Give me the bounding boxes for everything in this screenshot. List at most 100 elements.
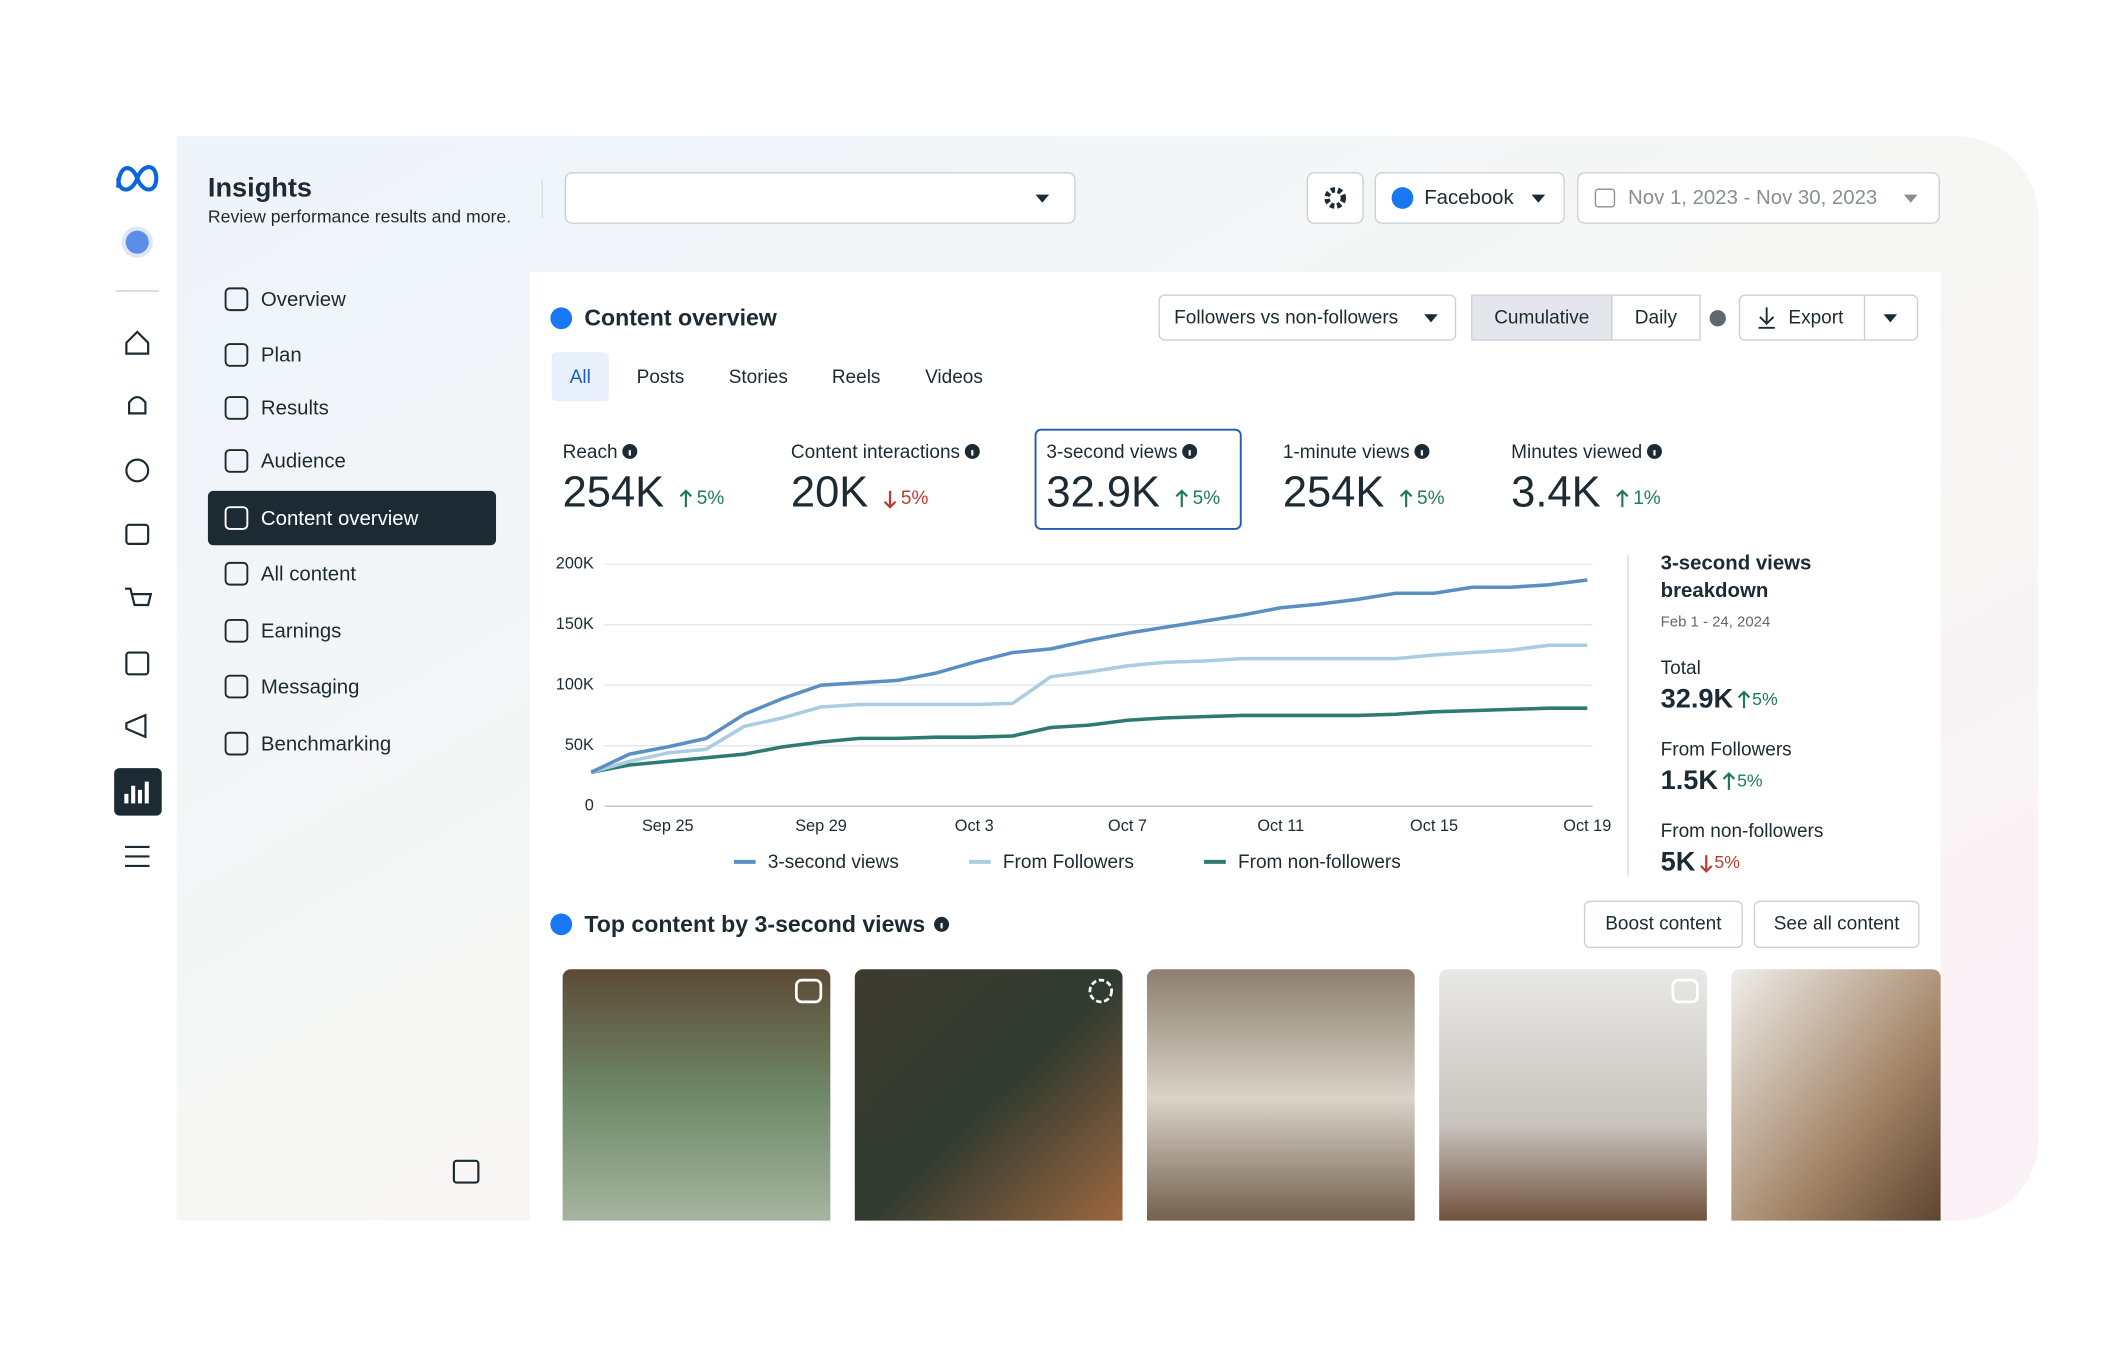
action-button[interactable] [1753,900,1920,949]
metric-change: 5% [1417,488,1445,509]
nav-item[interactable]: Overview [261,289,346,311]
trend-arrow [1722,771,1736,790]
breakdown-label: Total [1661,658,1701,679]
button-label: Boost content [1605,913,1722,934]
nav-icon [224,619,249,643]
y-tick-label: 50K [565,736,594,754]
menu-icon[interactable] [125,845,150,868]
y-tick-label: 100K [556,676,594,694]
nav-item[interactable]: Plan [261,345,302,367]
breakdown-title: 3-second views breakdown [1660,552,1812,603]
header: Insights Review performance results and … [208,171,1940,226]
y-tick-label: 0 [585,796,594,814]
tab[interactable]: Posts [637,367,685,388]
filter-dropdown[interactable] [1158,294,1457,341]
platform-button[interactable] [1374,172,1565,224]
breakdown-change: 5% [1714,852,1740,872]
nav-item[interactable]: Content overview [261,508,419,530]
metric-label[interactable]: Reach [563,442,618,463]
tab-selected-bg [551,352,609,402]
collapse-icon[interactable] [452,1159,480,1184]
x-tick-label: Oct 11 [1257,817,1304,835]
photo[interactable] [562,969,831,1227]
legend-label: From Followers [1003,852,1134,873]
toggle-option[interactable] [1471,294,1613,341]
table-icon[interactable] [125,651,150,676]
toggle-label: Cumulative [1494,307,1589,328]
pages-icon[interactable] [125,523,150,545]
series-line [590,706,1588,775]
reel-icon [1671,978,1699,1004]
breakdown-value: 5K [1661,845,1696,876]
date-range: Nov 1, 2023 - Nov 30, 2023 [1628,187,1877,209]
breakdown-change: 5% [1737,770,1763,790]
caret [1531,194,1546,203]
photo[interactable] [854,969,1123,1227]
nav-item[interactable]: Benchmarking [261,733,391,755]
meta-logo[interactable] [116,165,159,192]
page-subtitle: Review performance results and more. [208,206,511,226]
trend-arrow [1700,855,1713,873]
breakdown-change: 5% [1752,689,1778,709]
top-content-title: Top content by 3-second views [584,911,925,937]
photo[interactable] [1439,969,1707,1227]
tab[interactable]: Stories [729,367,788,388]
nav-icon [224,674,249,699]
series-line [590,578,1588,774]
tab[interactable]: Videos [925,367,983,388]
calendar-icon [1594,188,1616,208]
facebook-icon [550,307,573,330]
chat-icon[interactable] [125,458,150,483]
series-line [590,643,1588,774]
photo[interactable] [1731,969,1941,1227]
metric-label[interactable]: Minutes viewed [1511,442,1642,463]
nav-active-bg[interactable] [207,490,497,546]
metric-selected-box[interactable] [1034,428,1242,530]
metric-label[interactable]: Content interactions [791,442,960,463]
nav-item[interactable]: Earnings [261,621,341,643]
nav-icon [224,343,249,367]
breakdown-value: 1.5K [1661,764,1719,795]
tab[interactable]: Reels [832,367,881,388]
page-selector[interactable] [564,172,1076,224]
settings-button[interactable] [1306,172,1364,224]
tab[interactable]: All [570,367,591,388]
side-nav: Overview Plan Results Audience Content overv… [207,287,497,756]
home-icon[interactable] [125,330,150,355]
date-button[interactable] [1577,172,1940,224]
legend-label: From non-followers [1238,852,1401,873]
trend-arrow [679,489,693,508]
ads-icon[interactable] [125,713,147,739]
nav-icon [224,731,249,756]
action-button[interactable] [1583,900,1743,949]
platform-label: Facebook [1424,187,1514,209]
section-title: Content overview [584,305,778,331]
metric-label[interactable]: 3-second views [1046,442,1177,463]
nav-item[interactable]: Messaging [261,676,360,698]
bell-icon[interactable] [128,396,147,415]
toggle-option[interactable] [1611,294,1701,341]
breakdown-date: Feb 1 - 24, 2024 [1661,614,1771,631]
x-tick-label: Oct 15 [1410,817,1458,835]
caret [1424,314,1438,323]
nav-icon [224,287,249,312]
nav-icon [224,396,249,420]
profile-avatar[interactable] [121,226,153,258]
facebook-icon [550,913,573,936]
shop-icon[interactable] [125,587,153,607]
nav-icon [224,449,249,473]
y-tick-label: 150K [556,615,594,633]
x-tick-label: Sep 25 [642,817,694,835]
nav-item[interactable]: Results [261,398,329,420]
metric-value: 254K [1283,468,1385,516]
metric-change: 5% [901,488,929,509]
nav-item[interactable]: All content [261,564,356,586]
metric-label[interactable]: 1-minute views [1283,442,1410,463]
export-button[interactable] [1738,294,1919,341]
info-icon [1709,310,1726,327]
facebook-icon [1391,187,1414,209]
caret [1883,314,1898,323]
photo[interactable] [1146,969,1415,1227]
nav-item[interactable]: Audience [261,451,346,473]
